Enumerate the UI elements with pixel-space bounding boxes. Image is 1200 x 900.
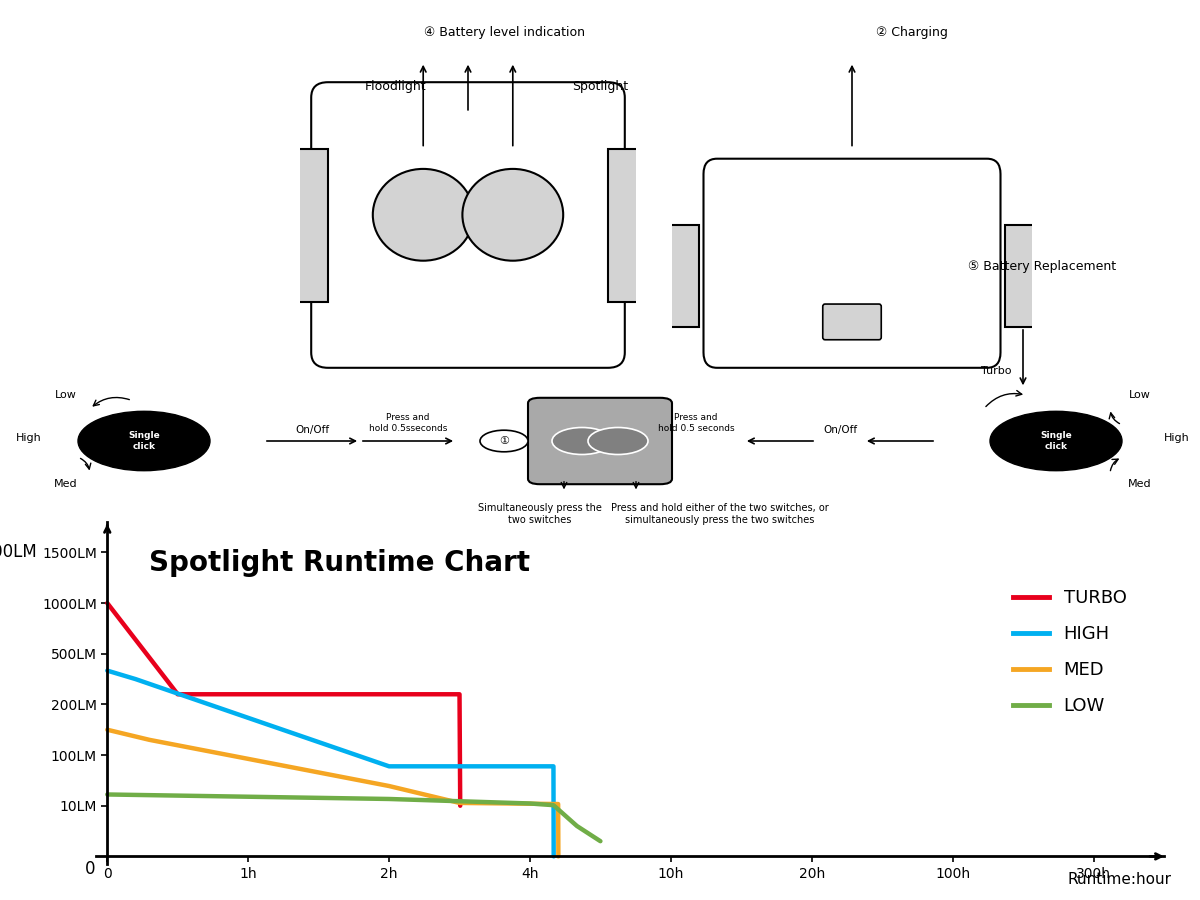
Text: ①: ①: [499, 436, 509, 446]
Text: ② Charging: ② Charging: [876, 26, 948, 39]
Bar: [289, 148, 328, 302]
Circle shape: [552, 428, 612, 454]
Circle shape: [990, 411, 1122, 471]
FancyBboxPatch shape: [703, 158, 1001, 368]
Text: High: High: [1164, 433, 1189, 443]
Bar: [608, 148, 647, 302]
FancyBboxPatch shape: [823, 304, 881, 339]
Text: Runtime:hour: Runtime:hour: [1067, 871, 1171, 886]
Text: 1500LM: 1500LM: [0, 544, 37, 562]
Text: Low: Low: [55, 390, 77, 400]
Bar: [1006, 225, 1042, 327]
Text: Spotlight Runtime Chart: Spotlight Runtime Chart: [150, 549, 530, 578]
FancyBboxPatch shape: [311, 82, 625, 368]
Circle shape: [373, 169, 474, 261]
Legend: TURBO, HIGH, MED, LOW: TURBO, HIGH, MED, LOW: [1006, 581, 1134, 723]
Text: High: High: [17, 433, 42, 443]
Text: 0: 0: [85, 860, 96, 878]
Circle shape: [588, 428, 648, 454]
Text: ⑤ Battery Replacement: ⑤ Battery Replacement: [968, 260, 1116, 273]
Text: Press and
hold 0.5sseconds: Press and hold 0.5sseconds: [368, 413, 448, 433]
Circle shape: [480, 430, 528, 452]
Text: Spotlight: Spotlight: [572, 80, 628, 93]
Text: Med: Med: [1128, 479, 1152, 489]
FancyBboxPatch shape: [528, 398, 672, 484]
Text: Low: Low: [1129, 390, 1151, 400]
Text: ④ Battery level indication: ④ Battery level indication: [424, 26, 584, 39]
Circle shape: [78, 411, 210, 471]
Text: Press and hold either of the two switches, or
simultaneously press the two switc: Press and hold either of the two switche…: [611, 503, 829, 525]
Text: Turbo: Turbo: [980, 365, 1012, 375]
Text: Press and
hold 0.5 seconds: Press and hold 0.5 seconds: [658, 413, 734, 433]
Text: On/Off: On/Off: [295, 425, 329, 435]
Text: Single
click: Single click: [1040, 431, 1072, 451]
Text: Med: Med: [54, 479, 78, 489]
Text: Simultaneously press the
two switches: Simultaneously press the two switches: [478, 503, 602, 525]
Text: On/Off: On/Off: [823, 425, 857, 435]
Circle shape: [462, 169, 563, 261]
Text: Single
click: Single click: [128, 431, 160, 451]
Bar: [664, 225, 700, 327]
Text: Floodlight: Floodlight: [365, 80, 427, 93]
